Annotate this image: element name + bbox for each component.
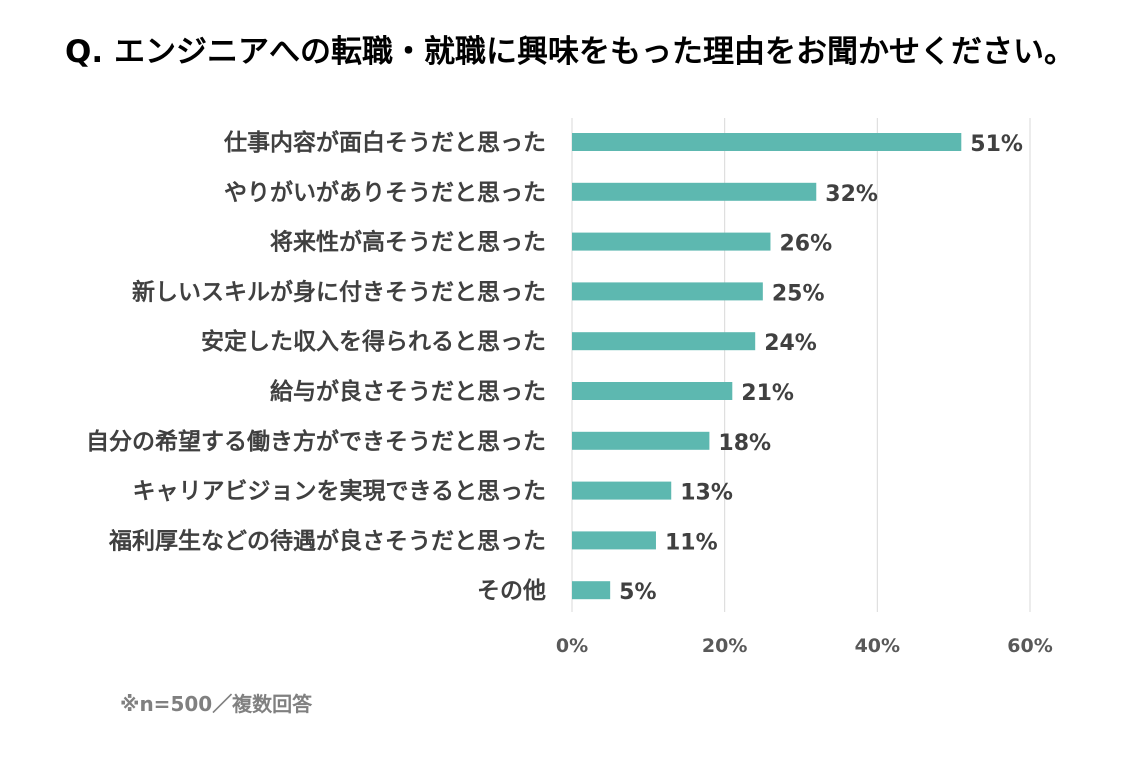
data-label: 5% [619,580,656,605]
category-label: 安定した収入を得られると思った [201,328,546,355]
bar [572,382,733,400]
data-label: 25% [772,281,825,306]
category-label: 将来性が高そうだと思った [270,229,546,256]
data-label: 11% [665,530,718,555]
bar [572,232,771,251]
category-label: やりがいがありそうだと思った [224,179,546,206]
category-label: キャリアビジョンを実現できると思った [132,478,546,505]
chart-title: Q. エンジニアへの転職・就職に興味をもった理由をお聞かせください。 [65,34,1075,70]
bar [572,332,756,351]
footnote: ※n=500／複数回答 [120,692,313,716]
bar [572,182,817,201]
category-label: 自分の希望する働き方ができそうだと思った [86,428,546,455]
data-label: 21% [741,381,794,406]
bar [572,431,710,450]
data-label: 51% [970,132,1023,157]
x-tick-label: 20% [702,635,747,657]
bar [572,133,962,151]
category-label: 福利厚生などの待遇が良さそうだと思った [108,527,546,554]
data-label: 32% [825,182,878,207]
category-label: その他 [477,578,546,604]
category-label: 給与が良さそうだと思った [270,378,546,405]
category-label: 仕事内容が面白そうだと思った [223,129,546,156]
bar [572,481,672,500]
x-tick-label: 0% [556,635,588,657]
data-label: 26% [779,232,832,257]
data-label: 24% [764,331,817,356]
category-label: 新しいスキルが身に付きそうだと思った [132,278,546,305]
data-label: 13% [680,481,733,506]
bar [572,581,611,600]
bar [572,531,656,550]
data-label: 18% [718,431,771,456]
bar [572,282,763,301]
x-tick-label: 60% [1007,635,1052,657]
x-tick-label: 40% [855,635,900,657]
